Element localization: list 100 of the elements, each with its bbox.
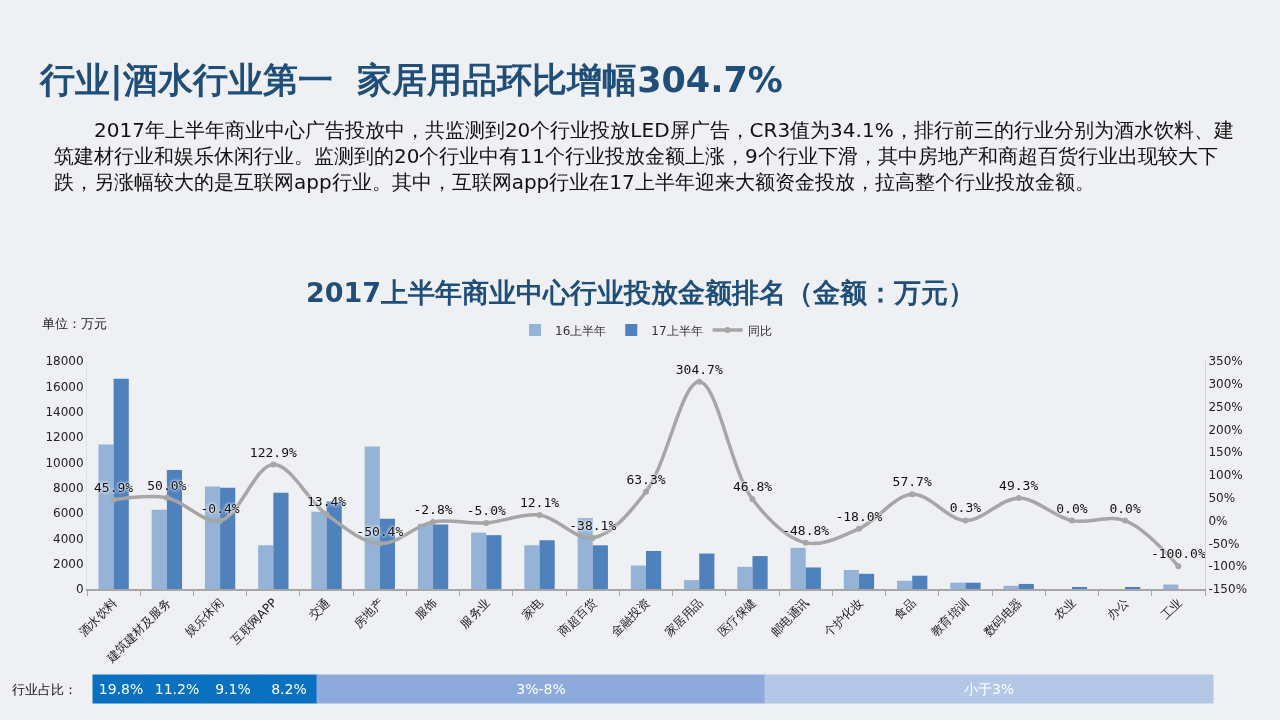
bar [1163,584,1179,589]
point [1175,563,1182,570]
data-label: -100.0% [1150,546,1206,562]
data-label: 0.3% [949,500,982,516]
data-label: 304.7% [675,361,723,377]
y2-tick-label: 200% [1208,422,1243,437]
data-label: 49.3% [999,478,1039,494]
y-tick-label: 14000 [45,404,84,419]
x-tick-label: 金融投资 [608,595,653,640]
bar [1018,583,1034,589]
x-tick-label: 农业 [1051,595,1079,623]
x-tick-label: 医疗保健 [715,595,759,640]
y-tick-label: 8000 [53,480,84,495]
y-tick-label: 10000 [45,455,84,470]
x-tick-label: 娱乐休闲 [182,595,227,640]
bar [539,540,555,589]
chart-title: 行业|酒水行业第一 家居用品环比增幅304.7% [39,60,783,102]
point [749,496,756,503]
point [855,525,862,532]
x-tick-label: 工业 [1157,595,1185,623]
text: 11.2% [154,681,200,697]
point [962,517,969,524]
point [1015,495,1022,502]
point [909,491,916,498]
text: 3%-8% [516,681,566,697]
legend-label: 同比 [747,323,772,338]
bar [151,509,167,589]
data-label: 45.9% [94,479,134,495]
bar [1003,585,1019,589]
chart-subtitle: 2017年上半年商业中心广告投放中，共监测到20个行业投放LED屏广告，CR3值为34.1%，排行前三的行业分别为酒水饮料、建筑建材行业和娱乐休闲行业。监测到的20个行业中有11个行业投放金额上涨，9个行业下滑，其中房地产和商超百货行业出现较大下跌，另涨幅较大的是互联网app行业。其中，互联网app行业在17上半年迎来大额资金投放，拉高整个行业投放金额。 [54,118,1234,194]
bar [790,547,806,589]
y2-tick-label: -50% [1208,536,1240,551]
bar [950,582,966,589]
bar [805,567,821,589]
bar [311,511,327,589]
point [1122,517,1129,524]
y-tick-label: 4000 [53,531,84,546]
data-label: -5.0% [466,502,507,518]
bar [486,535,502,589]
bar [646,551,662,589]
y-tick-label: 16000 [45,379,84,394]
point [589,534,596,541]
x-tick-label: 办公 [1104,595,1132,623]
data-label: 0.0% [1109,500,1141,516]
data-label: 63.3% [626,471,666,487]
data-label: -38.1% [569,517,617,533]
point [217,517,224,524]
point [696,378,703,385]
y-tick-label: 18000 [45,354,84,369]
bar [897,580,913,589]
x-tick-label: 房地产 [350,595,387,631]
x-tick-label: 服务业 [457,595,493,631]
y-axis-title: 单位：万元 [42,316,107,331]
data-label: 13.4% [307,494,347,510]
x-tick-label: 教育培训 [927,595,972,640]
bar [699,553,715,589]
text: 9.1% [215,681,251,697]
y2-tick-label: 150% [1208,445,1243,460]
data-label: -18.0% [835,508,883,524]
y2-tick-label: -150% [1208,582,1248,597]
bar [965,582,981,589]
point [802,539,809,546]
y-tick-label: 6000 [53,506,84,521]
bar [273,492,289,589]
y-tick-label: 12000 [45,430,84,445]
x-tick-label: 家电 [519,595,546,623]
bar [858,573,875,589]
data-label: -0.4% [200,500,240,516]
point [110,496,117,503]
bar [912,575,928,589]
bar [752,556,768,589]
x-tick-label: 交通 [306,595,333,623]
x-tick-label: 家居用品 [661,595,706,640]
point [430,518,437,525]
text: 19.8% [98,681,144,697]
bar [843,570,859,589]
x-tick-label: 食品 [891,595,919,623]
text: 8.2% [271,681,307,697]
y2-tick-label: 0% [1208,513,1228,528]
point [163,494,170,501]
y2-tick-label: 250% [1208,399,1243,414]
data-label: 12.1% [519,495,560,511]
point [376,540,383,547]
y-tick-label: 2000 [53,556,84,571]
x-tick-label: 邮电通讯 [768,595,813,640]
point [270,461,277,468]
y2-tick-label: 300% [1208,377,1243,391]
text: 小于3% [963,681,1015,697]
data-label: 46.8% [732,479,773,495]
data-label: -2.8% [413,501,453,517]
point [323,511,330,518]
point [536,512,543,519]
data-label: -48.8% [782,522,830,538]
y2-tick-label: 100% [1208,468,1243,483]
point [643,488,649,495]
bar [471,532,487,589]
legend-label: 17上半年 [651,323,703,338]
legend-label: 16上半年 [555,323,607,338]
y2-tick-label: -100% [1208,559,1248,574]
point [1068,517,1075,524]
